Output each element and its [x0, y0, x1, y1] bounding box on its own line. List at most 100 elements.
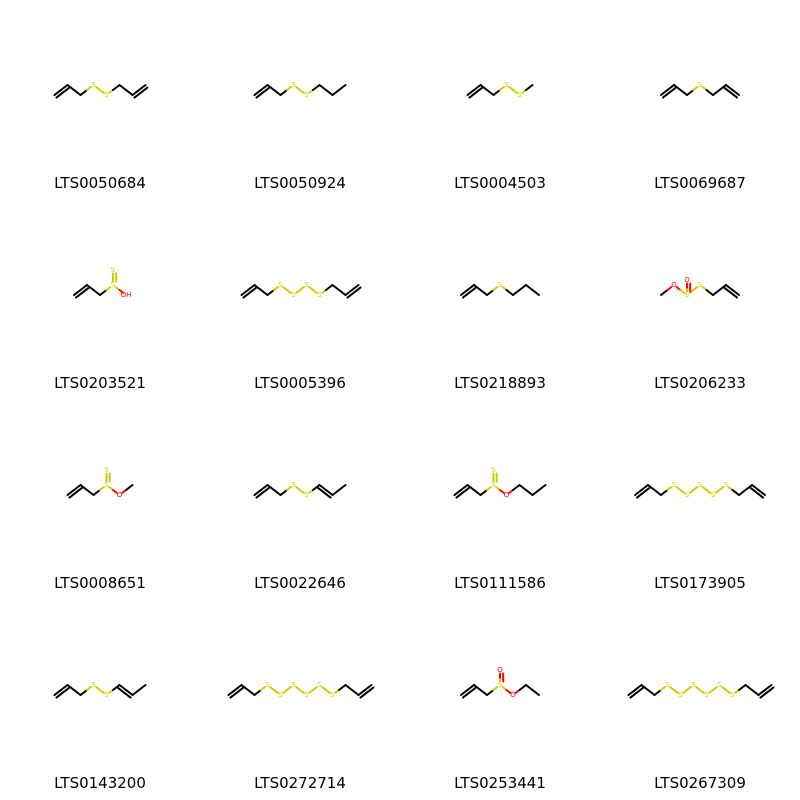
- bond: [466, 84, 484, 99]
- bond: [308, 286, 318, 294]
- bond: [501, 686, 512, 694]
- molecule-cell: S S S S S LTS0173905: [600, 400, 800, 600]
- atom-label: S: [517, 91, 522, 99]
- atom-label: S: [91, 81, 96, 89]
- molecule-cell: S S LTS0050684: [0, 0, 200, 200]
- bond: [688, 486, 699, 494]
- bond: [640, 684, 656, 696]
- molecule-id: LTS0143200: [54, 774, 146, 792]
- atom-label: S: [498, 281, 503, 289]
- structure-drawing: SOS: [453, 466, 547, 499]
- structure-drawing: SS: [53, 681, 147, 699]
- bond: [508, 484, 521, 494]
- bond: [79, 86, 92, 96]
- atom-label: S: [104, 466, 109, 474]
- molecule-cell: S S LTS0143200: [0, 600, 200, 800]
- bond: [492, 86, 505, 96]
- bond: [108, 84, 121, 94]
- atom-label: S: [317, 681, 322, 689]
- bond: [308, 686, 318, 694]
- molecule-cell: S S LTS0050924: [200, 0, 400, 200]
- atom-label: OH: [121, 291, 132, 299]
- molecule-cell: S S S S S S LTS0272714: [200, 600, 400, 800]
- bond: [508, 86, 518, 94]
- bond: [53, 684, 71, 699]
- atom-label: O: [671, 281, 677, 289]
- bond: [73, 284, 90, 299]
- molecule-cell: S S LTS0004503: [400, 0, 600, 200]
- atom-label: S: [104, 481, 109, 489]
- bond: [701, 86, 714, 96]
- bond: [108, 684, 121, 694]
- bond: [79, 686, 92, 696]
- bond: [712, 284, 727, 296]
- atom-label: S: [278, 281, 283, 289]
- bond: [321, 686, 331, 694]
- bond: [308, 484, 321, 494]
- molecule-id: LTS0267309: [654, 774, 746, 792]
- bond: [653, 686, 666, 696]
- atom-label: S: [711, 491, 716, 499]
- bond: [738, 484, 753, 496]
- bond: [749, 484, 766, 499]
- bond: [660, 286, 673, 296]
- bond: [660, 486, 673, 496]
- branch-bond: [492, 472, 498, 483]
- bond: [744, 684, 760, 696]
- molecule-cell: S O S LTS0111586: [400, 400, 600, 600]
- atom-label: S: [291, 481, 296, 489]
- bond: [131, 84, 149, 99]
- bond: [627, 684, 645, 699]
- structure-drawing: SO O: [460, 666, 540, 699]
- atom-label: S: [304, 281, 309, 289]
- atom-label: S: [724, 481, 729, 489]
- molecule-cell: S O S LTS0008651: [0, 400, 200, 600]
- structure-drawing: SS: [253, 481, 347, 499]
- molecule-id: LTS0206233: [654, 374, 746, 392]
- bond: [266, 286, 279, 296]
- bond: [318, 84, 334, 96]
- molecule-cell: S S S S S S LTS0267309: [600, 600, 800, 800]
- structure-drawing: SS: [253, 81, 347, 99]
- branch-bond: [105, 472, 111, 483]
- bond: [108, 486, 118, 494]
- bond: [331, 484, 347, 496]
- atom-label: O: [684, 276, 690, 284]
- atom-label: O: [497, 666, 503, 674]
- bond: [295, 686, 305, 694]
- bond: [501, 286, 514, 296]
- bond: [473, 684, 488, 696]
- structure-drawing: SS: [53, 81, 149, 99]
- bond: [721, 686, 731, 694]
- bond: [660, 84, 677, 99]
- atom-label: S: [504, 81, 509, 89]
- bond: [86, 284, 101, 296]
- bond: [295, 486, 305, 494]
- molecule-cell: S O O LTS0253441: [400, 600, 600, 800]
- molecule-id: LTS0272714: [254, 774, 346, 792]
- bond: [695, 686, 705, 694]
- atom-label: S: [665, 681, 670, 689]
- branch-bond: [499, 672, 505, 683]
- bond: [95, 686, 105, 694]
- molecule-id: LTS0069687: [654, 174, 746, 192]
- bond: [253, 484, 271, 499]
- molecule-id: LTS0005396: [254, 374, 346, 392]
- molecule-cell: S LTS0218893: [400, 200, 600, 400]
- atom-label: S: [730, 691, 735, 699]
- atom-label: S: [304, 691, 309, 699]
- atom-label: S: [111, 266, 116, 274]
- molecule-id: LTS0008651: [54, 574, 146, 592]
- bond: [723, 84, 740, 99]
- bond: [512, 284, 527, 296]
- molecule-id: LTS0022646: [254, 574, 346, 592]
- bond: [727, 486, 740, 496]
- bond: [453, 484, 471, 499]
- bond: [634, 484, 651, 499]
- structure-drawing: SS: [466, 81, 534, 99]
- bond: [521, 84, 534, 94]
- bond: [266, 84, 282, 96]
- bond: [66, 684, 82, 696]
- atom-label: S: [698, 281, 703, 289]
